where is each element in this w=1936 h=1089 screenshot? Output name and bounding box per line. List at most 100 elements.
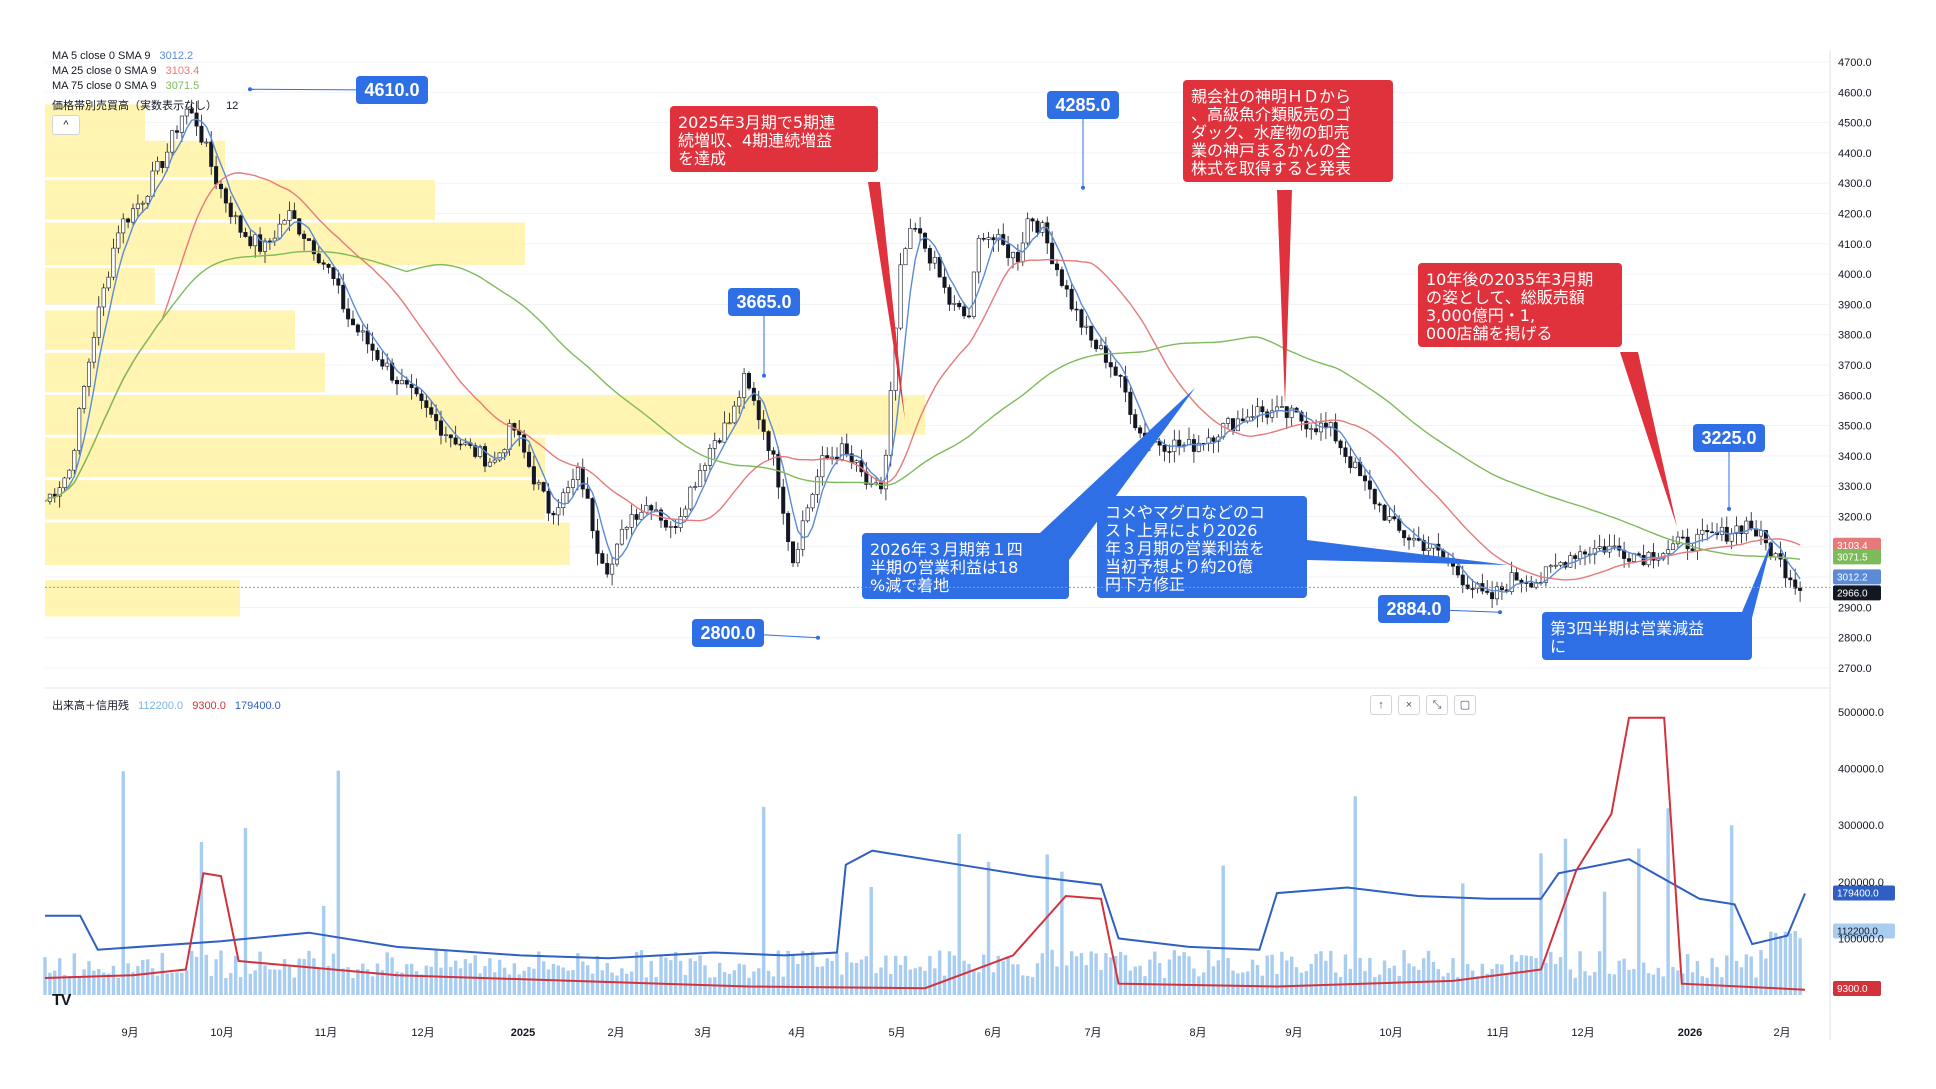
volume-bar: [1524, 955, 1529, 995]
volume-bar: [1607, 973, 1612, 995]
volume-profile: [45, 104, 925, 617]
volume-bar: [185, 970, 189, 995]
volume-profile-bar: [45, 395, 925, 435]
axis-badge-text: 2966.0: [1837, 588, 1868, 599]
volume-bar: [644, 977, 649, 995]
candle-body: [908, 228, 913, 249]
volume-bar: [199, 841, 204, 995]
candle-body: [365, 330, 370, 345]
callout-pointer: [1277, 190, 1292, 405]
candle-body: [1646, 552, 1651, 566]
candle-body: [742, 373, 747, 398]
candle-body: [575, 467, 580, 481]
price-tick-label: 3300.0: [1838, 481, 1872, 493]
volume-bar: [1426, 950, 1431, 995]
volume-bar: [1773, 932, 1778, 995]
candle-body: [492, 459, 497, 463]
volume-bar: [595, 955, 600, 995]
candle-body: [360, 330, 365, 333]
volume-bar: [273, 969, 277, 995]
volume-bar: [1206, 949, 1211, 995]
volume-bar: [1373, 977, 1377, 995]
candle-body: [1069, 288, 1074, 310]
candle-body: [668, 526, 673, 528]
candle-body: [1333, 422, 1338, 442]
candle-body: [1656, 558, 1661, 561]
candle-body: [1211, 437, 1216, 442]
candle-body: [243, 232, 248, 237]
candle-body: [82, 386, 87, 409]
candle-body: [649, 505, 654, 511]
volume-bar: [590, 973, 595, 995]
volume-bar: [1470, 970, 1475, 995]
volume-bar: [771, 976, 776, 995]
candle-body: [1592, 548, 1597, 555]
volume-bar: [849, 962, 854, 995]
candle-body: [434, 414, 439, 422]
volume-bar: [1314, 953, 1318, 995]
volume-bar: [1632, 968, 1636, 995]
candle-body: [62, 477, 67, 489]
candle-body: [199, 125, 204, 143]
move-up-icon[interactable]: ↑: [1370, 695, 1392, 715]
candle-body: [570, 479, 576, 488]
candle-body: [165, 151, 170, 168]
price-tick-label: 3200.0: [1838, 512, 1872, 524]
price-tick-label: 4400.0: [1838, 148, 1872, 160]
volume-bar: [732, 970, 737, 995]
volume-bar: [97, 968, 101, 995]
candle-body: [1578, 551, 1583, 559]
moving-averages: [44, 118, 1801, 593]
candle-body: [67, 469, 72, 479]
volume-bar: [815, 966, 820, 995]
volume-bar: [1793, 931, 1797, 995]
legend-ma5: MA 5 close 0 SMA 9 3012.2: [52, 50, 193, 62]
candle-body: [487, 461, 492, 467]
volume-bar: [136, 966, 140, 995]
time-tick-label: 7月: [1084, 1027, 1101, 1039]
price-label-dot: [248, 87, 252, 92]
volume-bar: [370, 976, 375, 995]
volume-bar: [429, 966, 433, 995]
price-label-text: 3225.0: [1701, 428, 1756, 448]
volume-bar: [1759, 950, 1763, 995]
maximize-pane-icon[interactable]: ▢: [1454, 695, 1476, 715]
axis-badge-bg: [1833, 885, 1895, 901]
candle-body: [1348, 456, 1353, 469]
callout-text-line: 2025年3月期で5期連: [678, 113, 835, 132]
candle-body: [355, 324, 360, 333]
callout-text-line: の姿として、総販売額: [1426, 288, 1585, 307]
volume-bar: [155, 975, 160, 995]
axis-badge-bg: [1833, 549, 1881, 565]
candle-body: [932, 256, 937, 264]
volume-bar: [1123, 955, 1128, 995]
price-tick-label: 3500.0: [1838, 421, 1872, 433]
candle-body: [1177, 439, 1182, 447]
volume-bar: [1671, 966, 1675, 995]
candle-body: [1529, 582, 1534, 588]
volume-bar: [1651, 974, 1656, 995]
legend-ma75: MA 75 close 0 SMA 9 3071.5: [52, 80, 199, 92]
volume-bar: [864, 956, 869, 995]
collapse-pane-icon[interactable]: ⤡: [1426, 695, 1448, 715]
candle-body: [580, 467, 585, 490]
candle-body: [258, 234, 263, 252]
axis-badge-text: 3071.5: [1837, 552, 1868, 563]
volume-bar: [571, 970, 575, 995]
volume-bar: [1377, 974, 1382, 995]
volume-bar: [87, 961, 91, 995]
volume-bar: [1666, 808, 1670, 995]
legend-collapse-button[interactable]: ^: [52, 115, 80, 135]
volume-bar: [933, 968, 937, 995]
volume-bar: [1104, 953, 1108, 995]
candle-body: [1460, 574, 1465, 586]
time-tick-label: 2月: [1773, 1027, 1790, 1039]
close-pane-icon[interactable]: ×: [1398, 695, 1420, 715]
volume-bar: [1749, 956, 1753, 995]
volume-bar: [493, 972, 497, 995]
volume-bar: [1294, 967, 1299, 995]
legend-vp-label: 価格帯別売買高（実数表示なし）: [52, 100, 217, 112]
volume-bar: [263, 965, 267, 995]
